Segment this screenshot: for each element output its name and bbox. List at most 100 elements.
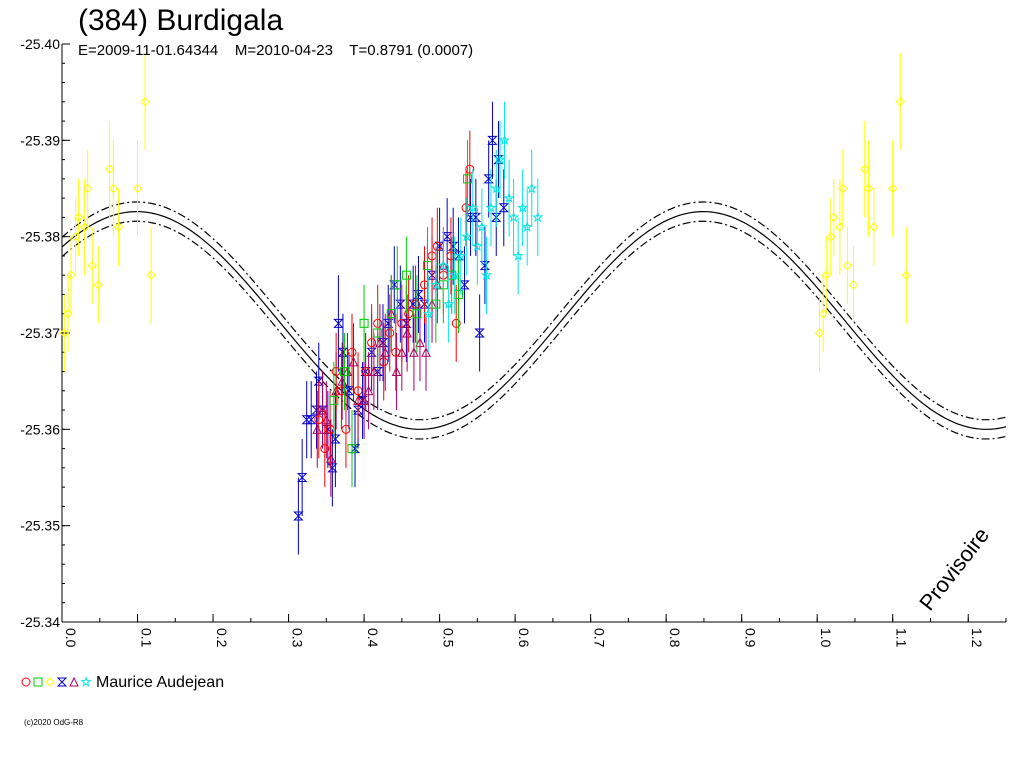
data-point [508,211,520,223]
legend-marker [56,677,68,687]
x-tick-label: 1.0 [818,628,834,648]
data-point [449,269,461,281]
data-point [313,376,324,386]
data-point [461,230,473,242]
data-point [409,347,419,357]
data-point [842,260,853,271]
data-point [73,212,84,223]
data-point [140,97,150,107]
data-point [532,211,544,223]
data-point [347,347,357,357]
data-point [821,270,831,280]
data-point [526,182,538,194]
data-point [487,135,498,145]
data-point [483,174,494,184]
data-point [422,307,434,319]
data-point [146,270,156,280]
y-tick-label: -25.38 [20,229,60,245]
data-point [352,405,364,415]
x-tick-label: 0.1 [139,628,155,648]
x-tick-label: 0.2 [214,628,230,648]
legend-marker [21,677,31,687]
x-tick-label: 1.1 [894,628,910,648]
fit-curve [61,211,1007,430]
legend-marker [45,677,55,687]
data-point [413,289,424,299]
data-point [353,386,363,396]
data-point [491,212,502,222]
page-title: (384) Burdigala [78,4,284,37]
legend-observer: Maurice Audejean [96,674,225,691]
x-tick-label: 0.8 [667,628,683,648]
data-point [467,201,479,213]
data-point [443,298,455,309]
y-tick-label: -25.40 [20,36,60,52]
data-point [320,444,330,454]
y-tick-label: -25.39 [20,132,60,148]
data-point [860,164,870,174]
data-point [359,318,369,328]
data-point [385,328,395,338]
data-point [113,222,124,232]
data-point [333,318,344,328]
data-point [901,270,912,280]
data-point [838,183,848,194]
data-point [339,367,349,377]
y-tick-label: -25.37 [20,325,60,341]
data-point [379,357,389,367]
data-point [363,385,374,396]
x-tick-label: 0.4 [365,628,381,648]
data-point [59,328,69,338]
x-tick-label: 0.5 [441,628,457,648]
legend-marker [69,676,79,687]
y-tick-label: -25.35 [20,518,60,534]
data-point [306,415,317,425]
data-point [498,203,509,213]
data-point [863,183,874,194]
data-point [415,337,425,348]
data-point [326,453,336,463]
data-point [437,259,450,271]
data-point [82,183,93,194]
x-tick-label: 0.0 [63,628,79,648]
x-tick-label: 0.6 [516,628,532,648]
data-point [330,434,341,444]
data-point [814,328,825,338]
data-point [66,270,76,280]
x-tick-label: 0.9 [743,628,759,648]
data-point [895,97,905,107]
data-point [87,260,97,271]
data-point [432,241,442,251]
data-point [465,164,475,174]
x-tick-label: 1.2 [969,628,985,648]
legend-marker [80,676,92,687]
data-point [327,463,338,473]
data-point [314,415,324,425]
data-point [888,183,898,194]
data-point [311,405,322,415]
y-tick-label: -25.36 [20,421,60,437]
data-point [485,201,497,213]
data-point [499,134,511,146]
data-point [392,280,402,290]
provisional-stamp: Provisoire [914,523,994,615]
data-point [104,164,115,174]
data-point [471,240,483,252]
x-tick-label: 0.7 [592,628,608,648]
data-point [386,309,396,319]
legend-marker [33,677,43,687]
data-point [869,222,879,232]
data-point [347,444,357,454]
data-point [401,270,411,280]
data-point [517,201,529,213]
data-point [397,318,407,328]
data-point [391,366,402,377]
data-point [410,299,420,309]
fit-envelope-upper [61,201,1007,421]
data-point [463,174,473,184]
data-point [451,318,461,328]
data-point [412,309,422,319]
data-point [343,386,355,396]
data-point [391,347,401,357]
